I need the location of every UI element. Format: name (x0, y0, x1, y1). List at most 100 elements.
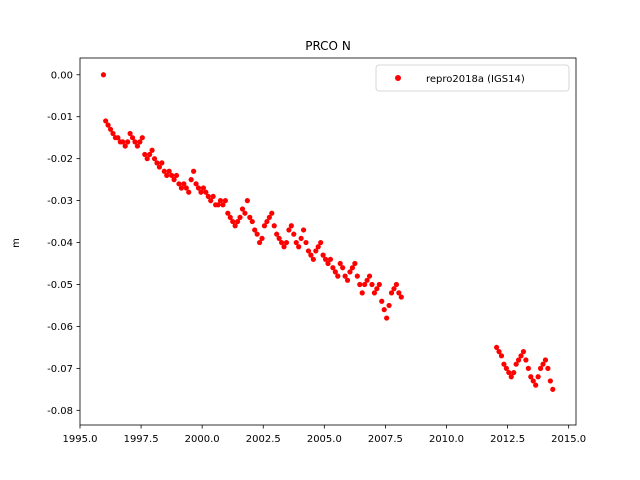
data-point (178, 185, 184, 191)
data-point (200, 185, 206, 191)
data-point (181, 181, 187, 187)
data-point (103, 118, 109, 124)
data-point (120, 139, 126, 145)
data-point (337, 260, 343, 267)
data-point (222, 198, 228, 204)
data-point (523, 357, 529, 363)
data-point (308, 252, 314, 258)
data-point (169, 172, 175, 179)
data-point (503, 365, 509, 371)
data-point (105, 122, 111, 128)
data-point (533, 382, 539, 388)
data-point (183, 185, 189, 191)
data-point (340, 265, 346, 271)
data-point (493, 344, 500, 351)
data-point (303, 239, 309, 246)
data-point (381, 307, 387, 313)
data-point (525, 365, 531, 371)
data-point (100, 72, 107, 78)
data-point (374, 286, 380, 292)
data-point (547, 378, 553, 384)
data-point (391, 286, 397, 292)
data-point (293, 239, 299, 246)
data-point (176, 181, 182, 187)
data-point (164, 172, 170, 179)
data-point (161, 168, 167, 174)
data-point (501, 361, 507, 367)
data-point (388, 290, 395, 296)
data-point (335, 273, 341, 279)
data-point (371, 290, 378, 296)
data-point (318, 239, 324, 246)
data-point (315, 244, 321, 250)
data-point (359, 290, 365, 296)
data-point (320, 252, 326, 258)
data-point (274, 231, 280, 237)
x-tick-label: 1995.0 (63, 434, 98, 445)
data-point (142, 151, 148, 158)
chart-title: PRCO N (305, 39, 351, 53)
data-point (247, 214, 253, 220)
data-point (232, 223, 238, 229)
data-point (203, 189, 209, 195)
data-point (325, 260, 331, 267)
data-point (366, 273, 373, 279)
y-tick-label: -0.04 (47, 238, 73, 249)
data-point (244, 198, 250, 204)
data-point (530, 378, 536, 384)
x-axis-ticks: 1995.0 1997.5 2000.0 2002.5 2005.0 2007.5 2010… (63, 425, 586, 445)
data-point (283, 239, 290, 246)
data-point (344, 277, 351, 283)
legend-marker (395, 75, 401, 81)
data-point (132, 139, 138, 145)
data-point (188, 177, 194, 183)
x-tick-label: 2007.5 (368, 434, 403, 445)
data-point (288, 223, 294, 229)
data-point (205, 193, 211, 200)
data-point (347, 269, 353, 275)
data-point (193, 181, 199, 187)
legend-box (375, 64, 570, 92)
data-point (384, 315, 390, 321)
data-point (362, 281, 368, 288)
data-point (154, 160, 160, 166)
data-point (144, 156, 150, 162)
data-point (237, 214, 243, 220)
data-point (242, 210, 248, 216)
data-point (215, 202, 221, 208)
data-point (208, 198, 214, 204)
data-point (376, 281, 382, 288)
data-point (271, 223, 277, 229)
data-point (496, 349, 502, 355)
y-tick-label: -0.07 (47, 364, 73, 375)
y-tick-label: -0.02 (47, 154, 73, 165)
data-point (125, 139, 131, 145)
data-point (518, 353, 524, 359)
data-point (186, 189, 192, 195)
data-point (542, 357, 549, 363)
data-point (396, 290, 402, 296)
data-point (291, 231, 297, 237)
data-point (249, 218, 255, 225)
data-point (127, 130, 133, 137)
y-axis-label: m (11, 238, 22, 248)
data-point (511, 369, 517, 376)
data-point (151, 156, 158, 162)
data-point (342, 273, 348, 279)
data-point (191, 168, 197, 174)
data-point (349, 265, 356, 271)
data-point (535, 374, 541, 380)
data-point (364, 277, 370, 283)
data-point (537, 365, 544, 371)
x-tick-label: 1997.5 (124, 434, 159, 445)
data-point (281, 244, 287, 250)
data-point (173, 172, 180, 179)
data-point (115, 135, 121, 141)
data-point (220, 202, 226, 208)
data-point (545, 365, 551, 371)
legend-label: repro2018a (IGS14) (426, 74, 525, 85)
data-point (217, 198, 224, 204)
data-point (278, 239, 285, 246)
data-point (286, 227, 292, 233)
